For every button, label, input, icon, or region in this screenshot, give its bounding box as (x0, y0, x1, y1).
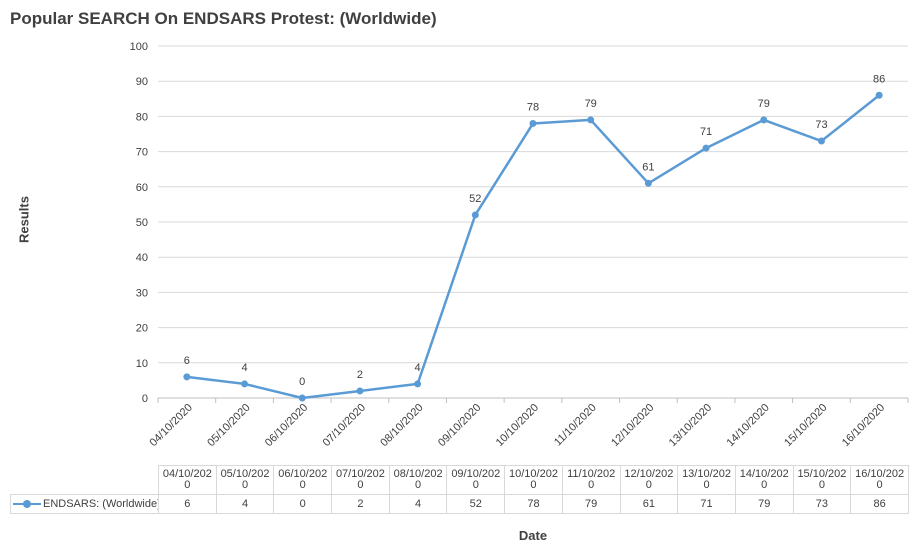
data-point (702, 144, 710, 152)
legend-marker-icon (13, 499, 41, 508)
table-header-cell: 14/10/202 0 (734, 465, 794, 495)
data-point (183, 373, 191, 381)
x-tick-label: 14/10/2020 (724, 402, 771, 449)
table-header-cell: 09/10/202 0 (446, 465, 506, 495)
table-header-cell: 08/10/202 0 (388, 465, 448, 495)
data-point (644, 179, 652, 187)
data-point (529, 119, 537, 127)
y-tick-label: 80 (136, 111, 148, 123)
table-header-cell: 05/10/202 0 (215, 465, 275, 495)
x-tick-label: 07/10/2020 (321, 402, 368, 449)
table-header-cell: 04/10/202 0 (158, 465, 217, 495)
y-tick-label: 20 (136, 323, 148, 335)
x-tick-label: 11/10/2020 (552, 402, 599, 449)
y-tick-label: 60 (136, 182, 148, 194)
data-point (760, 116, 768, 124)
series-name: ENDSARS: (Worldwide) (43, 497, 159, 510)
table-value-cell: 79 (561, 494, 621, 514)
data-label: 78 (527, 101, 539, 113)
table-value-cell: 6 (158, 494, 217, 514)
x-tick-label: 16/10/2020 (840, 402, 887, 449)
table-value-cell: 4 (215, 494, 275, 514)
data-point (356, 387, 364, 395)
series-legend: ENDSARS: (Worldwide) (10, 494, 159, 514)
x-tick-label: 05/10/2020 (205, 402, 252, 449)
table-value-cell: 73 (792, 494, 852, 514)
table-header-cell: 12/10/202 0 (619, 465, 679, 495)
data-label: 0 (299, 376, 305, 388)
data-table: 04/10/202 0 05/10/202 0 06/10/202 0 07/10/202 0… (10, 465, 909, 514)
data-label: 79 (585, 98, 597, 110)
data-label: 61 (642, 161, 654, 173)
y-tick-label: 50 (136, 217, 148, 229)
data-label: 2 (357, 369, 363, 381)
table-header-cell: 07/10/202 0 (331, 465, 390, 495)
data-label: 4 (241, 362, 247, 374)
data-label: 73 (815, 119, 827, 131)
y-tick-label: 0 (142, 393, 148, 405)
x-tick-label: 15/10/2020 (782, 402, 829, 449)
data-point (414, 380, 422, 388)
table-value-cell: 52 (446, 494, 506, 514)
data-point (241, 380, 249, 388)
y-tick-label: 40 (136, 252, 148, 264)
x-tick-label: 12/10/2020 (609, 402, 656, 449)
table-value-cell: 78 (504, 494, 563, 514)
table-header-cell: 15/10/202 0 (792, 465, 852, 495)
y-tick-label: 30 (136, 287, 148, 299)
table-header-cell: 06/10/202 0 (273, 465, 333, 495)
data-label: 52 (469, 193, 481, 205)
data-label: 86 (873, 73, 885, 85)
data-point (298, 394, 306, 402)
table-value-cell: 79 (734, 494, 794, 514)
data-label: 6 (184, 355, 190, 367)
data-point (817, 137, 825, 145)
data-point (875, 91, 883, 99)
x-tick-label: 04/10/2020 (148, 402, 195, 449)
data-point (587, 116, 595, 124)
table-value-cell: 71 (677, 494, 736, 514)
data-label: 79 (758, 98, 770, 110)
x-tick-label: 10/10/2020 (494, 402, 541, 449)
table-value-cell: 4 (388, 494, 448, 514)
y-tick-label: 100 (130, 41, 148, 53)
x-tick-label: 09/10/2020 (436, 402, 483, 449)
table-value-cell: 0 (273, 494, 333, 514)
series-line (186, 94, 880, 400)
table-value-cell: 61 (619, 494, 679, 514)
table-header-cell: 13/10/202 0 (677, 465, 736, 495)
table-header-cell: 10/10/202 0 (504, 465, 563, 495)
data-label: 4 (415, 362, 421, 374)
x-tick-label: 08/10/2020 (378, 402, 425, 449)
table-value-cell: 86 (850, 494, 909, 514)
data-point (471, 211, 479, 219)
chart-title: Popular SEARCH On ENDSARS Protest: (Worl… (10, 9, 437, 28)
y-tick-label: 90 (136, 76, 148, 88)
x-axis-label: Date (518, 528, 548, 543)
table-value-cell: 2 (331, 494, 390, 514)
table-header-cell: 16/10/202 0 (850, 465, 909, 495)
x-tick-label: 13/10/2020 (667, 402, 714, 449)
data-label: 71 (700, 126, 712, 138)
table-header-cell: 11/10/202 0 (561, 465, 621, 495)
y-tick-label: 10 (136, 358, 148, 370)
data-table-corner (10, 465, 159, 495)
y-tick-label: 70 (136, 147, 148, 159)
x-tick-label: 06/10/2020 (263, 402, 310, 449)
